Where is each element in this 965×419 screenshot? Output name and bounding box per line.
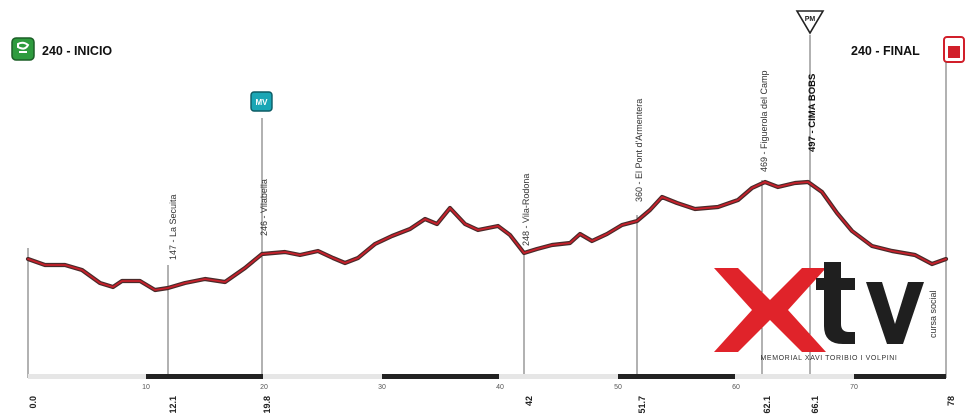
logo-tagline: cursa social [928,290,938,338]
waypoint-labels: 147 - La Secuita 246 - Vilabella 248 - V… [168,70,818,260]
scale-tick-20: 20 [260,384,268,391]
waypoint-label-3: 248 - Vila-Rodona [521,174,531,246]
scale-tick-30: 30 [378,384,386,391]
mv-text: MV [256,98,269,107]
km-label-finish: 78 [946,396,956,406]
logo-x-icon [714,268,826,352]
scale-tick-50: 50 [614,384,622,391]
scale-seg-3 [618,374,735,379]
finish-icon-fill [948,46,960,58]
xtv-logo: cursa social MEMORIAL XAVI TORIBIO I VOL… [714,262,938,362]
scale-seg-1 [146,374,263,379]
scale-seg-4 [854,374,946,379]
profile-line [25,179,949,293]
waypoint-label-4: 360 - El Pont d'Armentera [634,99,644,202]
km-label-6: 66.1 [810,396,820,414]
km-label-start: 0.0 [28,396,38,409]
scale-seg-2 [382,374,499,379]
km-labels: 0.0 12.1 19.8 42 51.7 62.1 66.1 78 [28,396,956,414]
pm-text: PM [805,16,816,23]
waypoint-label-6: 497 - CIMA BOBS [807,74,818,152]
mv-badge-icon [250,91,273,112]
pm-marker: PM [795,10,825,35]
scale-tick-40: 40 [496,384,504,391]
start-header: 240 - INICIO [11,37,112,61]
distance-scale: 10 20 30 40 50 60 70 [28,374,946,391]
km-label-2: 19.8 [262,396,272,414]
start-flag-glyph-icon [17,41,30,53]
scale-tick-70: 70 [850,384,858,391]
km-label-5: 62.1 [762,396,772,414]
pm-triangle-icon [795,10,825,35]
waypoint-lines [27,35,947,378]
waypoint-label-5: 469 - Figuerola del Camp [759,70,769,172]
logo-t-icon [816,262,855,344]
waypoint-label-1: 147 - La Secuita [168,194,178,260]
finish-header: 240 - FINAL [851,36,965,63]
logo-v-icon [866,282,924,344]
mv-marker: MV [250,91,273,112]
km-label-1: 12.1 [168,396,178,414]
start-label: 240 - INICIO [42,44,112,58]
km-label-3: 42 [524,396,534,406]
km-label-4: 51.7 [637,396,647,414]
logo-footer: MEMORIAL XAVI TORIBIO I VOLPINI [761,355,898,362]
finish-label: 240 - FINAL [851,44,920,58]
scale-tick-60: 60 [732,384,740,391]
scale-tick-10: 10 [142,384,150,391]
waypoint-label-2: 246 - Vilabella [259,179,269,236]
